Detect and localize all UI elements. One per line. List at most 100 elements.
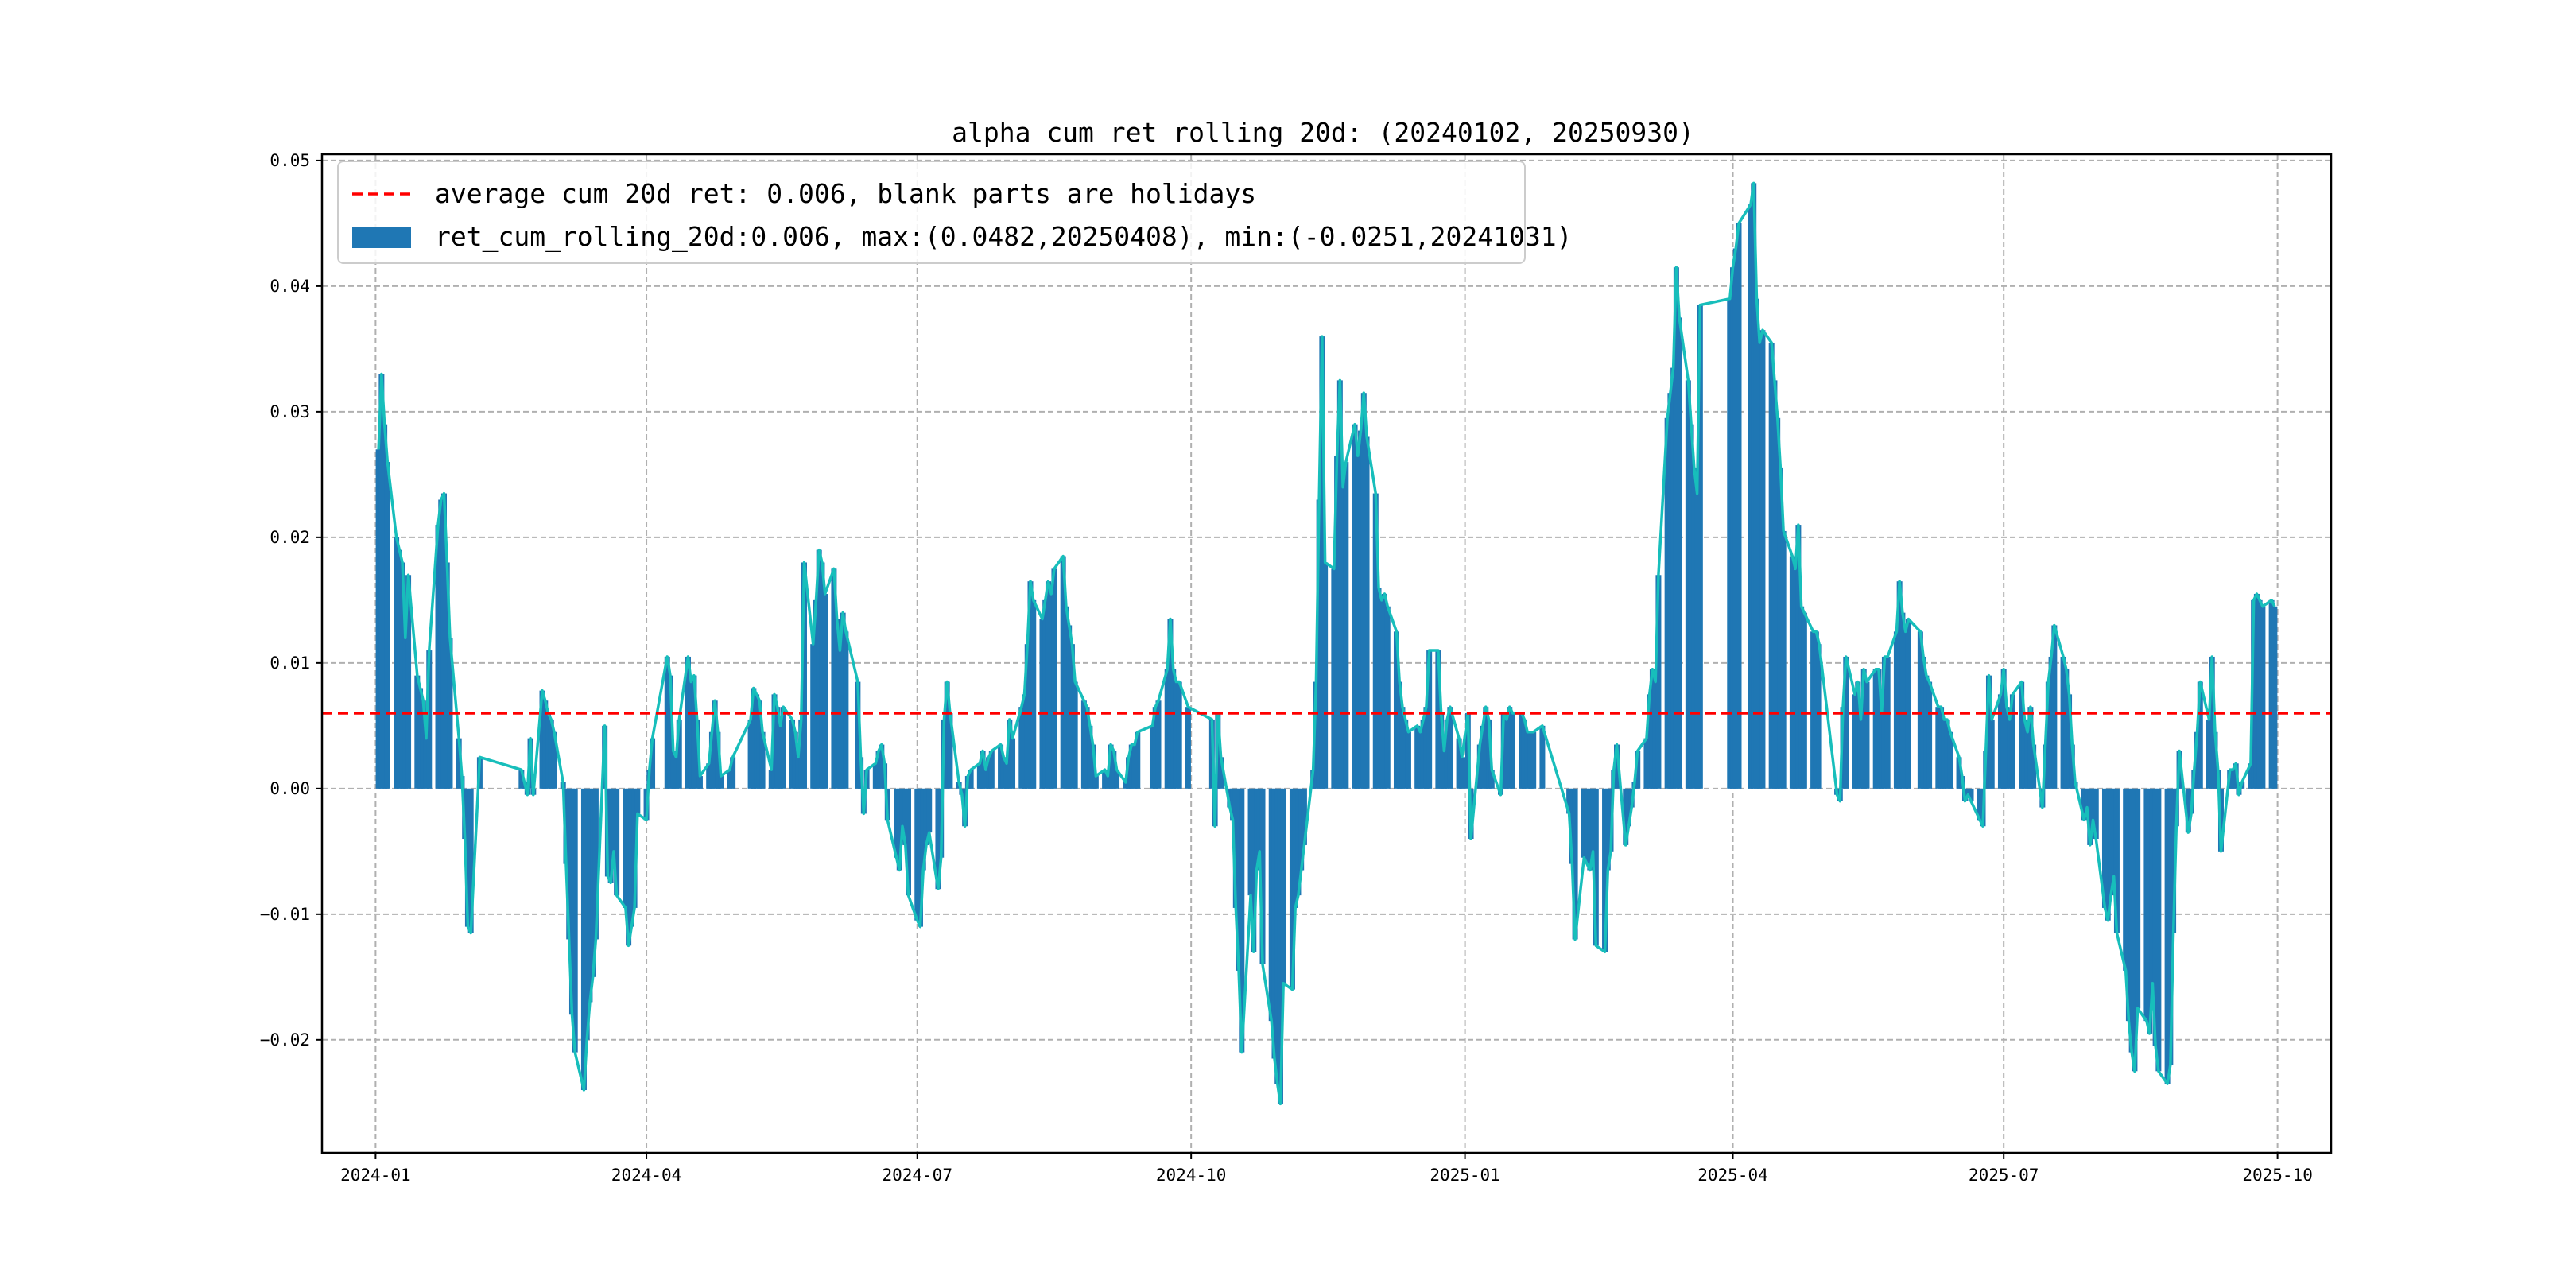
bar	[1857, 719, 1864, 789]
bar	[751, 688, 757, 789]
bar	[1956, 757, 1962, 789]
bar	[1881, 656, 1887, 789]
bar	[1697, 305, 1703, 789]
bar	[1268, 788, 1274, 1022]
bar	[1771, 380, 1778, 789]
bar	[467, 788, 474, 933]
bar	[1114, 770, 1120, 789]
bar	[1483, 707, 1489, 789]
bar	[587, 788, 593, 1003]
bar	[417, 688, 424, 789]
bar	[986, 757, 992, 789]
bar	[983, 770, 989, 789]
bar	[426, 650, 433, 789]
bar	[1941, 719, 1947, 789]
bar	[1313, 681, 1319, 789]
bar	[789, 719, 796, 789]
bar	[774, 707, 781, 789]
bar	[1123, 782, 1129, 789]
bar	[843, 631, 849, 789]
bar	[1753, 298, 1759, 789]
bar	[1879, 713, 1885, 789]
bar	[1024, 644, 1030, 789]
y-tick-label: −0.01	[260, 905, 310, 924]
bar	[2060, 656, 2066, 789]
bar	[872, 763, 879, 789]
bar	[1730, 267, 1736, 789]
bar	[2171, 788, 2177, 933]
bar	[664, 656, 670, 789]
bar	[1259, 788, 1266, 965]
bar	[1393, 631, 1399, 789]
bar	[420, 700, 426, 789]
bar	[2101, 788, 2108, 908]
bar	[822, 593, 828, 789]
bar	[1860, 669, 1867, 789]
bar	[580, 788, 587, 1091]
bar	[607, 788, 614, 883]
bar	[673, 757, 679, 789]
bar	[1256, 788, 1263, 852]
bar	[2111, 788, 2117, 877]
bar	[1051, 568, 1057, 789]
bar	[896, 788, 902, 871]
bar	[2197, 681, 2203, 789]
bar	[696, 776, 703, 789]
bar	[1566, 788, 1573, 814]
bar	[626, 788, 632, 946]
bar	[2248, 763, 2254, 789]
bar	[1539, 725, 1546, 789]
bar	[2021, 719, 2027, 789]
bar	[1173, 681, 1179, 789]
bar	[1426, 650, 1433, 789]
bar	[1751, 183, 1757, 789]
bar	[1066, 625, 1073, 789]
bar	[2167, 788, 2174, 1065]
bar	[1625, 788, 1631, 827]
bar	[628, 788, 634, 927]
bar	[2256, 599, 2263, 789]
bar	[542, 700, 549, 789]
bar	[518, 770, 525, 789]
bar	[1584, 788, 1590, 864]
bar	[2066, 694, 2073, 789]
chart-title: alpha cum ret rolling 20d: (20240102, 20…	[952, 117, 1694, 148]
series-line	[377, 181, 2276, 1106]
bar	[754, 694, 760, 789]
bar	[899, 788, 906, 827]
bar	[923, 788, 929, 845]
bar	[715, 731, 721, 789]
bar	[730, 757, 736, 789]
x-tick-label: 2025-10	[2242, 1166, 2313, 1185]
bar	[1232, 788, 1239, 908]
bar	[1072, 681, 1078, 789]
bar	[539, 690, 545, 789]
bar	[935, 788, 941, 890]
bar	[1292, 788, 1298, 908]
bar	[1218, 757, 1224, 789]
bar	[1295, 788, 1302, 896]
bar	[980, 751, 986, 789]
bar	[768, 770, 774, 789]
bar	[1635, 751, 1641, 789]
bar	[1947, 731, 1953, 789]
bar	[1289, 788, 1295, 990]
bar	[792, 731, 798, 789]
bar	[1775, 417, 1781, 789]
bar	[2105, 788, 2111, 921]
bar	[1063, 606, 1069, 789]
bar	[1375, 588, 1382, 789]
bar	[2152, 788, 2159, 1046]
bar	[1792, 568, 1798, 789]
bar	[819, 562, 825, 789]
legend-series-swatch	[352, 227, 411, 248]
bar	[1423, 707, 1430, 789]
bar	[1670, 367, 1677, 789]
bar	[435, 525, 441, 789]
x-tick-label: 2025-07	[1969, 1166, 2039, 1185]
bar	[926, 788, 933, 833]
bar	[590, 788, 596, 977]
x-tick-label: 2025-01	[1430, 1166, 1500, 1185]
bar	[976, 763, 983, 789]
bar	[727, 770, 733, 789]
